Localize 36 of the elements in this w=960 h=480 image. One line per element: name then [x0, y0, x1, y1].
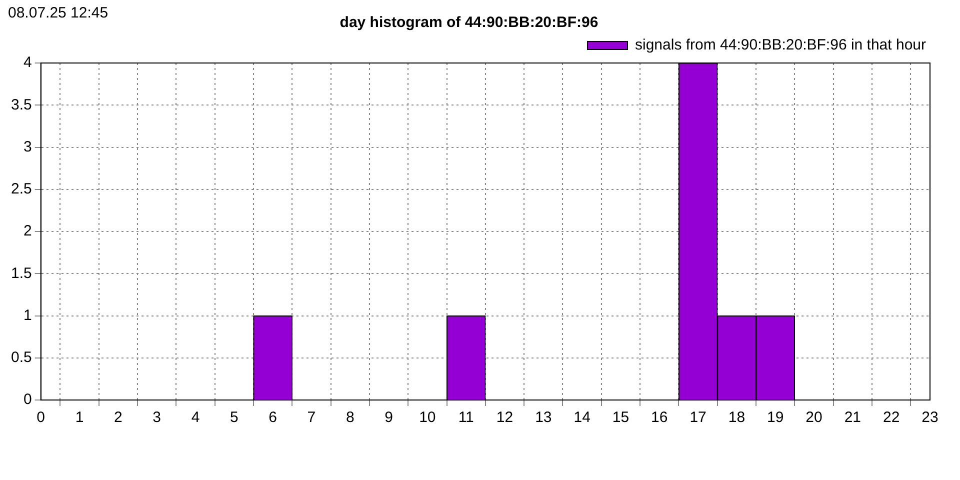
- x-tick-label: 8: [346, 409, 354, 426]
- y-tick-label: 1.5: [10, 264, 32, 282]
- x-tick-label: 15: [612, 409, 630, 426]
- x-tick-label: 21: [844, 409, 862, 426]
- y-tick-label: 0: [24, 391, 32, 408]
- x-tick-label: 16: [651, 409, 668, 426]
- x-tick-label: 20: [806, 409, 822, 426]
- x-tick-label: 6: [268, 409, 277, 426]
- y-tick-label: 3: [24, 138, 32, 156]
- x-tick-label: 13: [535, 409, 552, 426]
- x-tick-label: 3: [152, 409, 161, 426]
- chart-title: day histogram of 44:90:BB:20:BF:96: [340, 14, 598, 32]
- y-tick-label: 3.5: [10, 96, 32, 114]
- x-tick-label: 10: [419, 409, 436, 426]
- x-tick-label: 17: [690, 409, 706, 426]
- x-tick-label: 11: [458, 409, 474, 426]
- legend-label: signals from 44:90:BB:20:BF:96 in that hour: [635, 36, 926, 54]
- x-tick-label: 0: [36, 409, 46, 426]
- y-tick-label: 4: [24, 54, 32, 72]
- x-tick-label: 7: [307, 409, 316, 426]
- x-tick-label: 19: [767, 409, 784, 426]
- x-tick-label: 9: [384, 409, 393, 426]
- x-tick-label: 1: [75, 409, 84, 426]
- x-tick-label: 23: [922, 409, 938, 426]
- x-tick-label: 5: [230, 409, 238, 426]
- text: 08.07.25 12:45: [8, 4, 108, 22]
- x-tick-label: 22: [883, 409, 900, 426]
- x-tick-label: 12: [496, 409, 514, 426]
- x-tick-label: 2: [114, 409, 122, 426]
- x-tick-label: 18: [728, 409, 746, 426]
- x-tick-label: 14: [574, 409, 590, 426]
- y-tick-label: 2.5: [10, 180, 32, 198]
- y-tick-label: 1: [24, 306, 32, 324]
- y-tick-label: 2: [24, 222, 32, 240]
- y-tick-label: 0.5: [10, 349, 32, 366]
- x-tick-label: 4: [191, 409, 200, 426]
